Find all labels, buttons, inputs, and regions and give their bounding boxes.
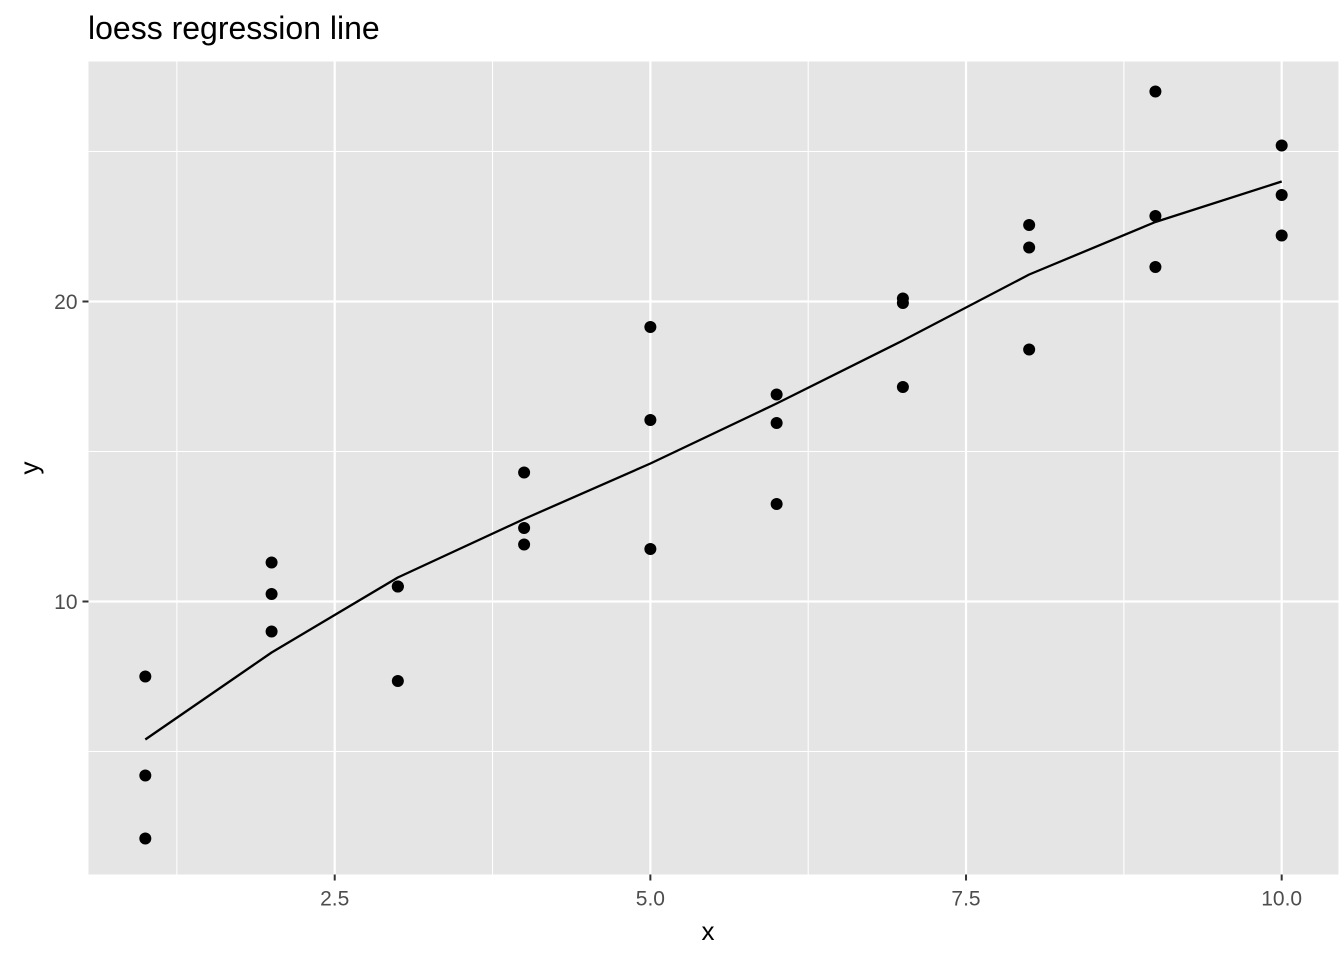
- loess-line-group: [144, 180, 1283, 741]
- data-point: [265, 556, 278, 569]
- data-point: [139, 769, 152, 782]
- chart-title: loess regression line: [88, 10, 380, 46]
- y-axis-label: y: [14, 462, 44, 475]
- data-point: [1023, 241, 1036, 254]
- data-point: [1023, 343, 1036, 356]
- data-point: [1023, 219, 1036, 231]
- data-point: [518, 522, 531, 534]
- x-axis: 2.5 5.0 7.5 10.0: [320, 874, 1302, 911]
- data-point: [518, 466, 531, 479]
- data-point: [644, 321, 657, 333]
- data-point: [391, 675, 404, 687]
- data-point: [139, 832, 152, 845]
- data-point: [770, 498, 783, 510]
- x-axis-label: x: [702, 916, 715, 946]
- data-point: [644, 543, 657, 555]
- x-tick-label: 10.0: [1261, 888, 1302, 911]
- data-point: [139, 670, 152, 683]
- data-point: [1149, 210, 1162, 222]
- data-point: [265, 625, 278, 638]
- data-point: [1149, 261, 1162, 273]
- data-point: [518, 538, 531, 551]
- y-tick-label: 10: [54, 591, 77, 614]
- loess-line: [144, 180, 1283, 741]
- data-point: [1275, 139, 1288, 152]
- data-point: [644, 414, 657, 426]
- data-point: [1275, 189, 1288, 201]
- data-point: [391, 580, 404, 593]
- data-point: [265, 588, 278, 600]
- data-point: [896, 381, 909, 393]
- plot-panel: [88, 61, 1339, 875]
- data-point: [1275, 229, 1288, 242]
- x-tick-label: 7.5: [951, 888, 980, 911]
- x-tick-label: 5.0: [636, 888, 665, 911]
- y-axis: 10 20: [54, 291, 89, 614]
- data-point: [770, 417, 783, 429]
- points-group: [139, 85, 1288, 845]
- data-point: [770, 388, 783, 401]
- data-point: [896, 297, 909, 309]
- y-tick-label: 20: [54, 291, 77, 314]
- x-tick-label: 2.5: [320, 888, 349, 911]
- data-point: [1149, 85, 1162, 98]
